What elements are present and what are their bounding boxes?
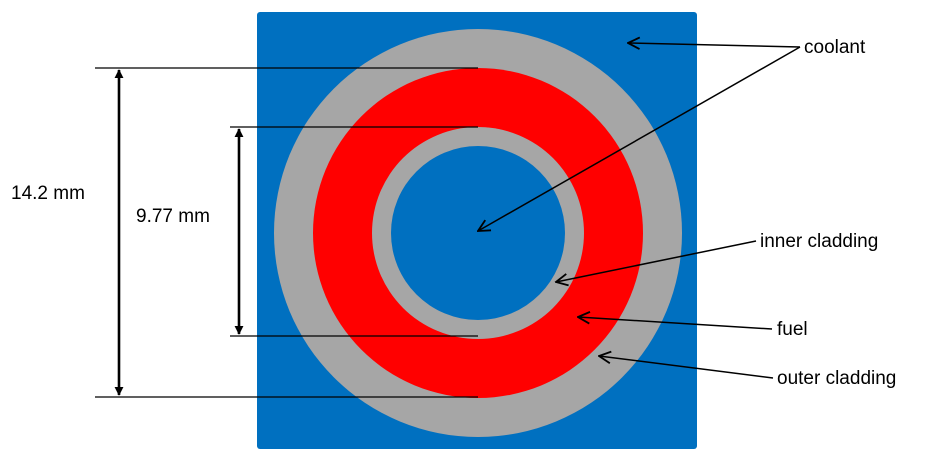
inner-diameter-label: 9.77 mm	[136, 206, 210, 227]
inner-coolant-channel	[391, 146, 565, 320]
inner-cladding-label: inner cladding	[760, 231, 878, 252]
outer-diameter-label: 14.2 mm	[11, 183, 85, 204]
coolant-label: coolant	[804, 37, 866, 58]
fuel-pointer	[578, 317, 773, 330]
inner-diameter-label-bg	[134, 203, 234, 229]
coolant-pointer-outer	[628, 43, 801, 47]
inner-cladding-pointer	[556, 240, 757, 282]
fuel-label: fuel	[777, 319, 808, 340]
outer-cladding-pointer	[599, 356, 774, 379]
outer-cladding-label: outer cladding	[777, 368, 896, 389]
coolant-pointer-inner	[478, 46, 801, 231]
